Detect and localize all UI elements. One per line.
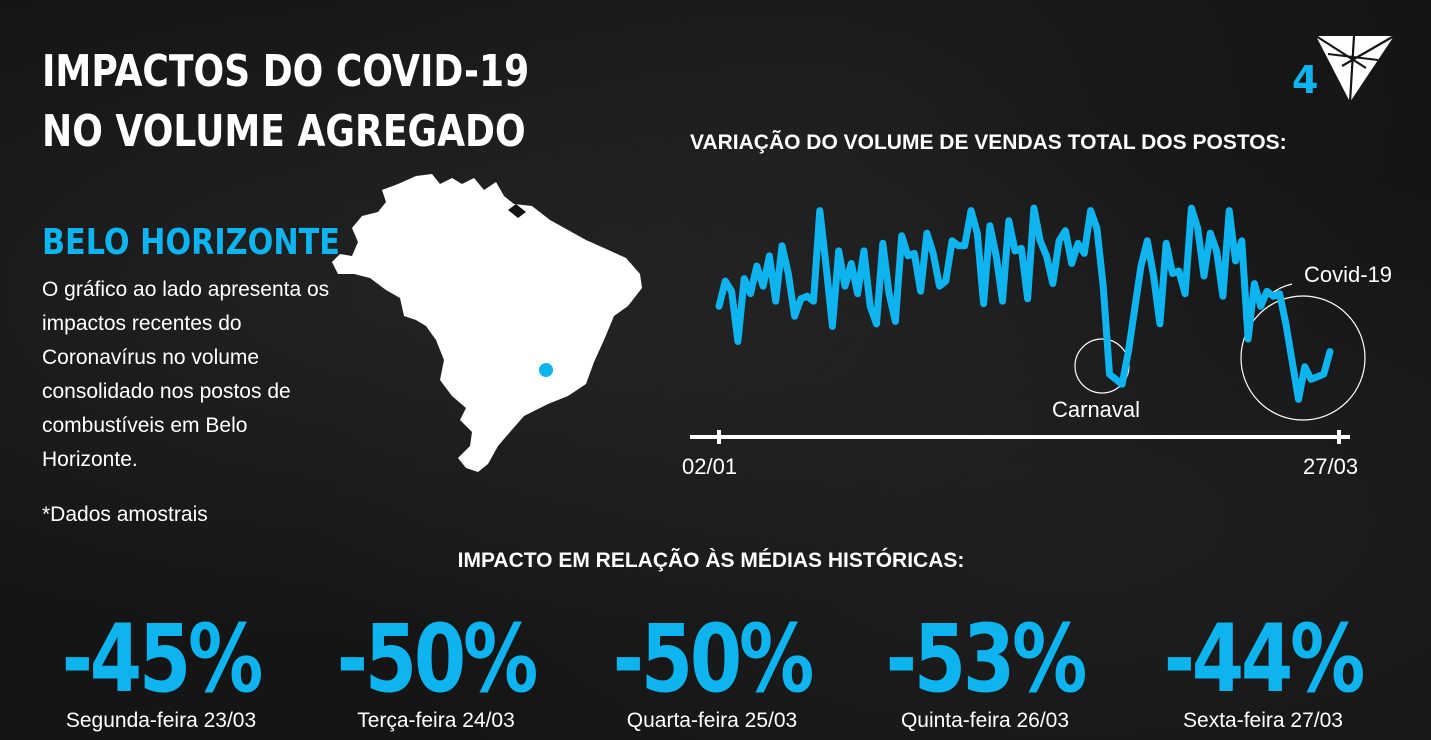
impact-stat-thursday: -53% Quinta-feira 26/03 [847, 612, 1123, 734]
impact-title: IMPACTO EM RELAÇÃO ÀS MÉDIAS HISTÓRICAS: [457, 549, 965, 572]
triangle-logo-icon [1315, 35, 1395, 103]
page-number: 4 [1292, 58, 1319, 102]
city-name: BELO HORIZONTE [42, 222, 340, 263]
location-dot-icon [539, 363, 553, 377]
series-line [715, 204, 1334, 403]
impact-value: -53% [885, 605, 1088, 714]
impact-stat-friday: -44% Sexta-feira 27/03 [1125, 612, 1401, 734]
description: O gráfico ao lado apresenta os impactos … [42, 278, 330, 471]
impact-day-label: Segunda-feira 23/03 [65, 709, 257, 732]
annotation-carnaval: Carnaval [1052, 397, 1140, 422]
impact-value: -44% [1163, 605, 1366, 714]
impact-day-label: Quarta-feira 25/03 [626, 709, 798, 732]
x-end-label: 27/03 [1303, 454, 1358, 479]
footnote: *Dados amostrais [42, 503, 208, 526]
impact-value: -50% [336, 605, 539, 714]
impact-stat-tuesday: -50% Terça-feira 24/03 [298, 612, 574, 734]
impact-value: -45% [61, 605, 264, 714]
brazil-map-icon [332, 174, 642, 472]
impact-stat-wednesday: -50% Quarta-feira 25/03 [574, 612, 850, 734]
page-title: IMPACTOS DO COVID-19 NO VOLUME AGREGADO [42, 46, 530, 157]
x-start-label: 02/01 [682, 454, 737, 479]
impact-day-label: Quinta-feira 26/03 [900, 709, 1070, 732]
sales-volume-line-chart: 02/01 27/03 Carnaval Covid-19 [682, 204, 1392, 479]
impact-day-label: Terça-feira 24/03 [357, 709, 515, 732]
impact-value: -50% [612, 605, 815, 714]
impact-day-label: Sexta-feira 27/03 [1183, 709, 1343, 732]
annotation-covid: Covid-19 [1304, 262, 1392, 287]
impact-stat-monday: -45% Segunda-feira 23/03 [23, 612, 299, 734]
chart-title: VARIAÇÃO DO VOLUME DE VENDAS TOTAL DOS P… [690, 131, 1287, 154]
